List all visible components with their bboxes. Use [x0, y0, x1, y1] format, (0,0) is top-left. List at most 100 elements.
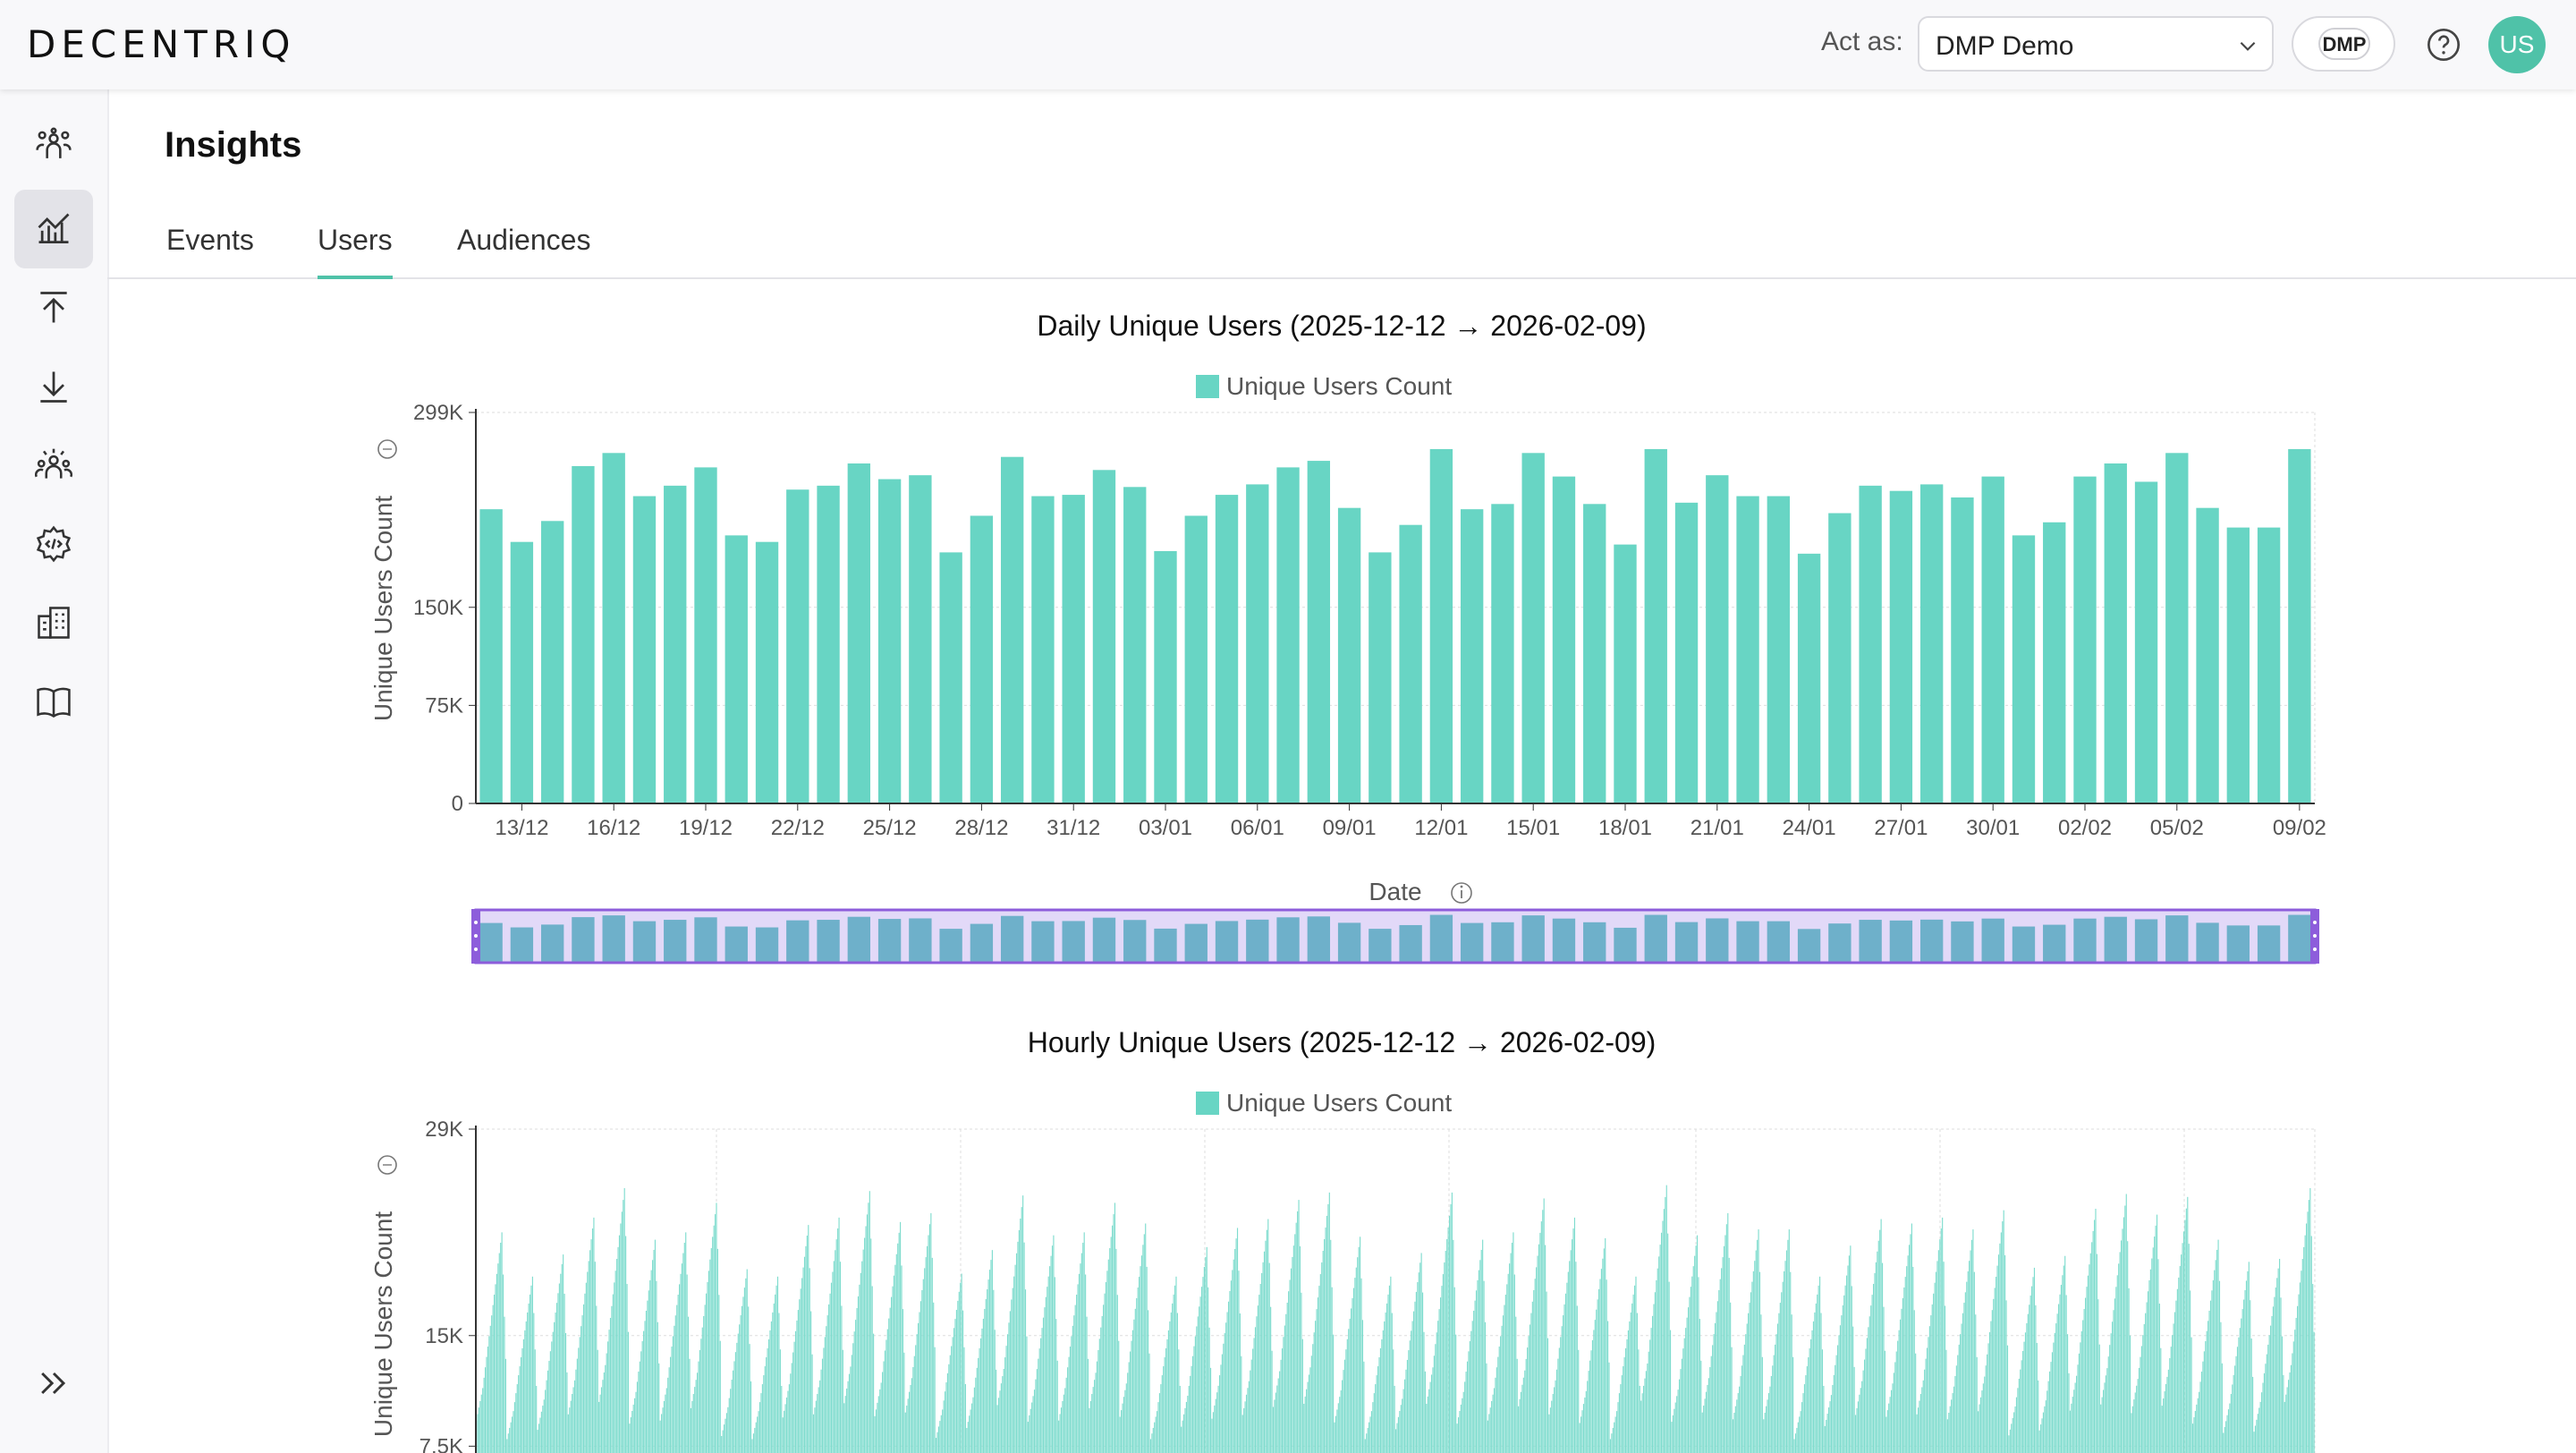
hourly-bar — [1948, 1412, 1950, 1453]
hourly-bar — [1238, 1270, 1240, 1453]
sidebar-item-audiences[interactable] — [14, 107, 93, 186]
hourly-bar — [866, 1214, 869, 1453]
hourly-bar — [1161, 1375, 1163, 1453]
y-tick-label: 7.5K — [419, 1434, 463, 1453]
hourly-bar — [497, 1263, 499, 1453]
sidebar-item-developer[interactable] — [14, 505, 93, 583]
hourly-bar — [627, 1331, 630, 1453]
hourly-bar — [2256, 1419, 2258, 1453]
hourly-bar — [1055, 1319, 1057, 1453]
daily-chart-legend[interactable]: Unique Users Count — [1196, 372, 1452, 401]
hourly-bar — [1949, 1406, 1951, 1453]
tab-users[interactable]: Users — [318, 224, 393, 279]
hourly-bar — [1312, 1344, 1314, 1453]
date-range-brush[interactable] — [471, 908, 2319, 964]
hourly-bar — [2268, 1335, 2270, 1453]
hourly-bar — [928, 1224, 931, 1453]
hourly-bar — [2095, 1209, 2097, 1453]
hourly-bar — [976, 1367, 978, 1453]
brush-bar — [1828, 923, 1852, 963]
hourly-bar — [488, 1336, 490, 1453]
hourly-bar — [2233, 1374, 2234, 1453]
hourly-bar — [670, 1356, 672, 1453]
sidebar-item-download[interactable] — [14, 347, 93, 426]
hourly-bar — [1705, 1391, 1707, 1453]
hourly-bar — [1366, 1433, 1368, 1453]
hourly-bar — [1943, 1262, 1945, 1453]
hourly-bar — [1741, 1365, 1743, 1453]
sidebar-expand-button[interactable] — [14, 1344, 93, 1423]
hourly-bar — [1603, 1248, 1605, 1453]
hourly-bar — [2106, 1368, 2108, 1453]
tab-audiences[interactable]: Audiences — [457, 224, 591, 256]
hourly-bar — [1310, 1355, 1312, 1453]
dmp-switch[interactable]: DMP — [2292, 16, 2395, 72]
hourly-bar — [1351, 1308, 1352, 1453]
hourly-bar — [2059, 1294, 2061, 1453]
hourly-bar — [776, 1276, 779, 1453]
hourly-bar — [1999, 1243, 2001, 1453]
hourly-bar — [973, 1387, 975, 1453]
act-as-select[interactable]: DMP Demo — [1918, 16, 2274, 72]
hourly-bar — [1247, 1388, 1249, 1453]
hourly-bar — [1137, 1287, 1139, 1453]
hourly-bar — [1221, 1354, 1223, 1453]
brush-bar — [1031, 921, 1055, 963]
hourly-bar — [1709, 1367, 1711, 1453]
hourly-bar — [2184, 1219, 2186, 1453]
daily-bar — [1154, 550, 1177, 803]
hourly-bar — [1032, 1396, 1034, 1453]
hourly-bar — [1068, 1356, 1070, 1453]
brush-left-handle[interactable] — [471, 909, 480, 964]
brush-right-handle[interactable] — [2310, 909, 2319, 964]
hourly-bar — [993, 1289, 995, 1453]
hourly-bar — [516, 1384, 518, 1453]
sidebar-item-upload[interactable] — [14, 268, 93, 347]
hourly-bar — [805, 1245, 807, 1453]
hourly-bar — [1892, 1383, 1894, 1453]
hourly-bar — [1290, 1268, 1292, 1453]
hourly-bar — [1699, 1319, 1700, 1453]
hourly-chart-legend[interactable]: Unique Users Count — [1196, 1089, 1452, 1117]
sidebar-item-organization[interactable] — [14, 583, 93, 662]
hourly-bar — [611, 1305, 613, 1453]
hourly-bar — [1335, 1415, 1337, 1453]
hourly-bar — [1272, 1406, 1275, 1453]
hourly-bar — [1504, 1295, 1506, 1453]
hourly-bar — [960, 1282, 962, 1453]
x-tick-label: 13/12 — [495, 816, 548, 840]
hourly-bar — [2179, 1266, 2181, 1453]
sidebar-item-docs[interactable] — [14, 662, 93, 741]
x-tick-label: 09/01 — [1323, 816, 1377, 840]
hourly-bar — [2248, 1262, 2250, 1453]
hourly-bar — [1127, 1372, 1129, 1453]
hourly-bar — [1580, 1416, 1582, 1453]
brush-bar — [664, 920, 687, 963]
hourly-bar — [1385, 1312, 1386, 1453]
hourly-bar — [1175, 1276, 1177, 1453]
tab-events[interactable]: Events — [166, 224, 254, 256]
daily-bar — [1399, 524, 1422, 803]
insights-chart-icon — [38, 213, 70, 244]
hourly-bar — [491, 1315, 493, 1453]
hourly-bar — [2286, 1387, 2288, 1453]
user-avatar[interactable]: US — [2488, 16, 2546, 73]
hourly-bar — [657, 1321, 658, 1453]
hourly-bar — [2211, 1290, 2213, 1453]
hourly-bar — [2124, 1205, 2126, 1453]
hourly-bar — [1945, 1349, 1947, 1453]
hourly-bar — [1489, 1407, 1491, 1453]
hourly-bar — [906, 1406, 908, 1453]
hourly-unique-users-chart[interactable]: 7.5K 15K 29K Unique Users Count — [0, 993, 2576, 1453]
hourly-bar — [551, 1341, 553, 1453]
sidebar-item-insights[interactable] — [14, 190, 93, 268]
sidebar-item-lookalike[interactable] — [14, 426, 93, 505]
daily-unique-users-chart[interactable]: 0 75K 150K 299K 13/12 16/12 19/12 22/12 25/12 28/… — [0, 0, 2576, 993]
hourly-bar — [1229, 1291, 1231, 1453]
hourly-bar — [1030, 1408, 1031, 1453]
help-icon[interactable] — [2426, 27, 2462, 63]
hourly-bar — [486, 1356, 487, 1453]
hourly-bar — [672, 1336, 674, 1453]
decentriq-logo[interactable]: DECENTRIQ — [27, 22, 296, 66]
hourly-bar — [697, 1372, 699, 1453]
